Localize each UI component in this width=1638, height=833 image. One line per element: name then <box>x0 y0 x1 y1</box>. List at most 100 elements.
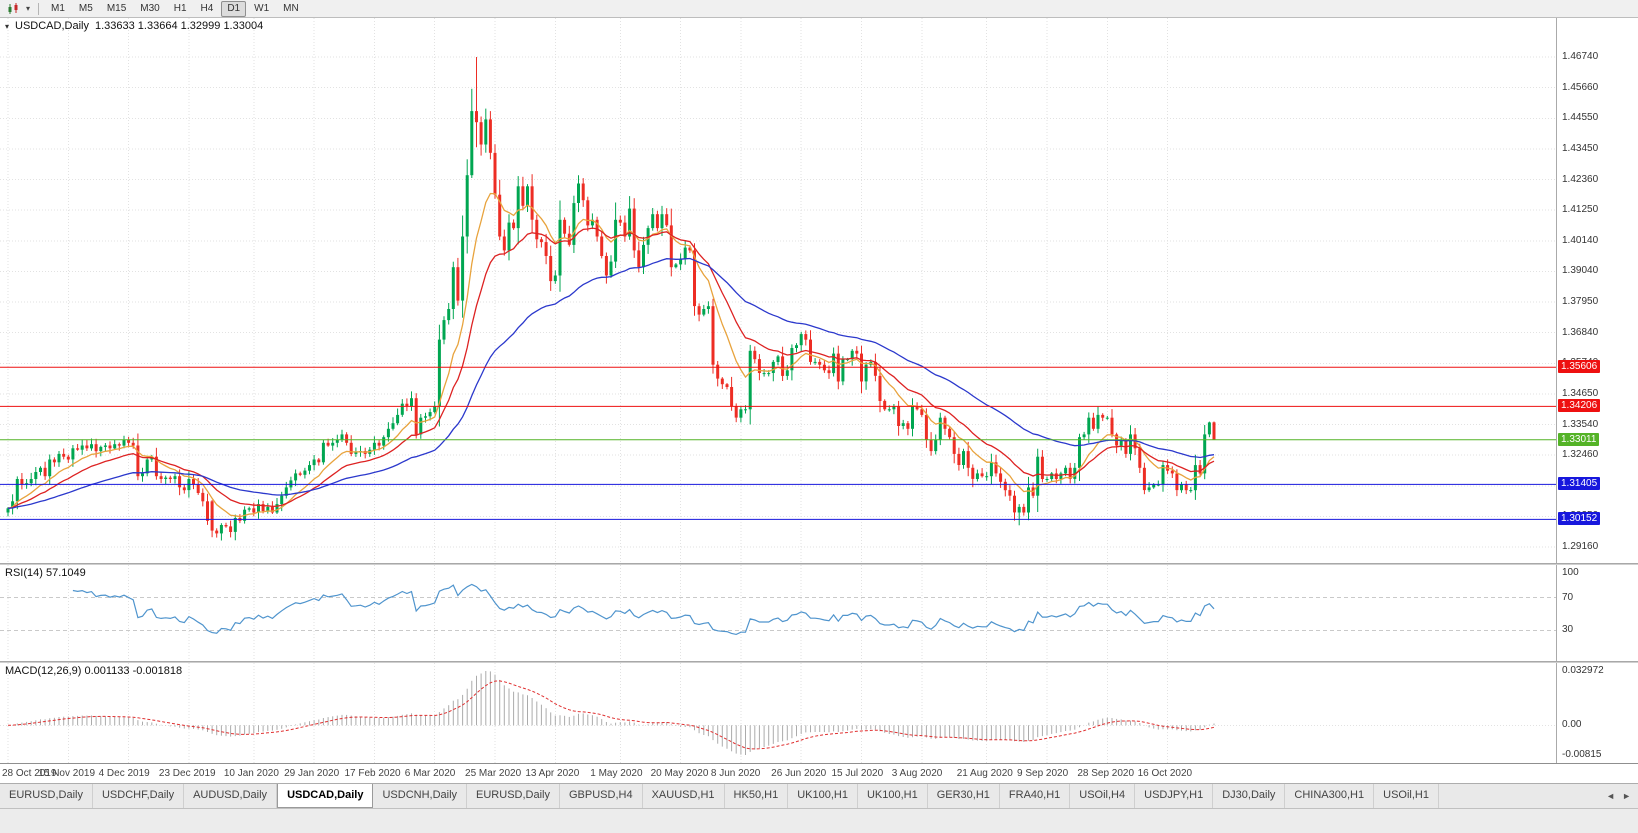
date-label: 1 May 2020 <box>590 768 643 779</box>
price-tick-label: 1.41250 <box>1562 204 1599 216</box>
chart-type-dropdown-caret-icon[interactable]: ▾ <box>26 4 31 13</box>
price-axis: 1.46740 1.45660 1.44550 1.43450 1.42360 1.412… <box>1556 18 1638 563</box>
chart-tab-usdjpy-h1[interactable]: USDJPY,H1 <box>1135 784 1214 808</box>
rsi-axis: 100 70 30 <box>1556 565 1638 661</box>
chart-tab-audusd-daily[interactable]: AUDUSD,Daily <box>184 784 278 808</box>
price-tick-label: 1.42360 <box>1562 173 1599 185</box>
date-label: 29 Jan 2020 <box>284 768 340 779</box>
chart-title: ▾ USDCAD,Daily 1.33633 1.33664 1.32999 1… <box>5 20 263 32</box>
rsi-label: RSI(14) 57.1049 <box>5 567 86 579</box>
timeframe-button-m1[interactable]: M1 <box>51 2 65 14</box>
tab-scroll-arrows: ◄ ► <box>1599 784 1638 808</box>
time-axis: 28 Oct 2019 15 Nov 2019 4 Dec 2019 23 Dec 2… <box>0 763 1638 783</box>
price-level-tag: 1.31405 <box>1558 477 1601 491</box>
timeframe-button-mn[interactable]: MN <box>283 2 299 14</box>
price-tick-label: 1.44550 <box>1562 112 1599 124</box>
date-label: 28 Oct 2019 <box>2 768 57 779</box>
timeframe-buttons: M1 M5 M15 M30 H1 H4 D1 W1 MN <box>44 0 306 17</box>
pane-splitter[interactable] <box>0 563 1638 565</box>
timeframe-button-m30[interactable]: M30 <box>140 2 160 14</box>
macd-tick-label: 0.032972 <box>1562 665 1604 676</box>
price-level-tag: 1.35606 <box>1558 360 1601 374</box>
chart-tabs: EURUSD,Daily USDCHF,Daily AUDUSD,Daily USDC… <box>0 784 1599 808</box>
main-chart-plot[interactable] <box>0 18 1556 563</box>
date-label: 10 Jan 2020 <box>223 768 279 779</box>
price-tick-label: 1.34650 <box>1562 387 1599 399</box>
tab-scroll-right-button[interactable]: ► <box>1622 791 1631 801</box>
rsi-tick-label: 100 <box>1562 567 1579 578</box>
date-label: 16 Oct 2020 <box>1137 768 1193 779</box>
date-label: 15 Jul 2020 <box>831 768 884 779</box>
rsi-plot[interactable] <box>0 565 1556 661</box>
date-label: 28 Sep 2020 <box>1077 768 1135 779</box>
price-tick-label: 1.40140 <box>1562 234 1599 246</box>
rsi-tick-label: 70 <box>1562 591 1574 603</box>
chart-menu-caret-icon[interactable]: ▾ <box>5 21 10 31</box>
price-tick-label: 1.36840 <box>1562 326 1599 338</box>
chart-tab-dj30-daily[interactable]: DJ30,Daily <box>1213 784 1286 808</box>
price-tick-label: 1.29160 <box>1562 541 1599 552</box>
main-chart-pane: 1.46740 1.45660 1.44550 1.43450 1.42360 1.412… <box>0 18 1638 563</box>
price-tick-label: 1.33540 <box>1562 418 1599 430</box>
chart-tab-uk100-h1[interactable]: UK100,H1 <box>788 784 858 808</box>
price-tick-label: 1.37950 <box>1562 296 1599 307</box>
rsi-tick-label: 30 <box>1562 624 1574 636</box>
timeframe-button-w1[interactable]: W1 <box>254 2 270 14</box>
chart-tab-usdchf-daily[interactable]: USDCHF,Daily <box>93 784 185 808</box>
date-label: 3 Aug 2020 <box>891 768 943 779</box>
chart-tab-fra40-h1[interactable]: FRA40,H1 <box>1000 784 1071 808</box>
date-label: 13 Apr 2020 <box>525 768 580 779</box>
chart-tab-usdcad-daily[interactable]: USDCAD,Daily <box>277 784 374 808</box>
price-tick-label: 1.32460 <box>1562 449 1599 461</box>
chart-tab-gbpusd-h4[interactable]: GBPUSD,H4 <box>560 784 643 808</box>
candlestick-chart-svg[interactable] <box>0 18 1556 563</box>
timeframe-button-m5[interactable]: M5 <box>78 2 93 14</box>
chart-tab-china300-h1[interactable]: CHINA300,H1 <box>1285 784 1375 808</box>
candlestick-chart-glyph <box>8 2 18 14</box>
pane-splitter[interactable] <box>0 661 1638 663</box>
macd-indicator-text: MACD(12,26,9) 0.001133 -0.001818 <box>5 665 183 677</box>
chart-tab-bar: EURUSD,Daily USDCHF,Daily AUDUSD,Daily USDC… <box>0 783 1638 808</box>
macd-tick-label: -0.00815 <box>1562 749 1602 760</box>
rsi-chart-svg[interactable] <box>0 565 1556 661</box>
price-tick-label: 1.43450 <box>1562 142 1599 154</box>
timeframe-button-h1[interactable]: H1 <box>173 2 187 14</box>
date-label: 23 Dec 2019 <box>158 768 216 779</box>
macd-tick-label: 0.00 <box>1562 719 1582 731</box>
top-toolbar: ▾ M1 M5 M15 M30 H1 H4 D1 W1 MN <box>0 0 1638 18</box>
date-label: 4 Dec 2019 <box>98 768 150 779</box>
chart-tab-usoil-h1[interactable]: USOil,H1 <box>1374 784 1439 808</box>
tab-scroll-left-button[interactable]: ◄ <box>1606 791 1616 801</box>
chart-tab-xauusd-h1[interactable]: XAUUSD,H1 <box>643 784 725 808</box>
status-strip <box>0 808 1638 833</box>
price-level-tag: 1.34206 <box>1558 399 1601 413</box>
date-label: 25 Mar 2020 <box>465 768 522 779</box>
chart-tab-ger30-h1[interactable]: GER30,H1 <box>928 784 1000 808</box>
chart-tab-usdcnh-daily[interactable]: USDCNH,Daily <box>373 784 468 808</box>
chart-tab-eurusd-daily[interactable]: EURUSD,Daily <box>0 784 93 808</box>
macd-chart-svg[interactable] <box>0 663 1556 763</box>
chart-symbol-period: USDCAD,Daily <box>15 20 89 32</box>
price-tick-label: 1.46740 <box>1562 51 1599 62</box>
macd-pane: 0.032972 0.00 -0.00815 MACD(12,26,9) 0.001… <box>0 663 1638 763</box>
price-level-tag: 1.30152 <box>1558 512 1601 526</box>
timeframe-button-d1[interactable]: D1 <box>221 0 247 17</box>
macd-plot[interactable] <box>0 663 1556 763</box>
chart-tab-usoil-h4[interactable]: USOil,H4 <box>1070 784 1136 808</box>
date-label: 15 Nov 2019 <box>38 768 96 779</box>
timeframe-button-h4[interactable]: H4 <box>200 2 214 14</box>
chart-tab-hk50-h1[interactable]: HK50,H1 <box>725 784 789 808</box>
date-label: 9 Sep 2020 <box>1017 768 1069 779</box>
chart-tab-eurusd-daily[interactable]: EURUSD,Daily <box>467 784 560 808</box>
date-label: 17 Feb 2020 <box>344 768 401 779</box>
macd-label: MACD(12,26,9) 0.001133 -0.001818 <box>5 665 182 677</box>
date-label: 26 Jun 2020 <box>771 768 827 779</box>
rsi-line <box>72 583 1215 636</box>
chart-tab-uk100-h1[interactable]: UK100,H1 <box>858 784 928 808</box>
candlestick-chart-icon[interactable] <box>6 2 20 15</box>
date-label: 6 Mar 2020 <box>404 768 456 779</box>
moving-average-50 <box>7 257 1215 509</box>
timeframe-button-m15[interactable]: M15 <box>106 2 127 14</box>
moving-average-20 <box>7 227 1215 509</box>
